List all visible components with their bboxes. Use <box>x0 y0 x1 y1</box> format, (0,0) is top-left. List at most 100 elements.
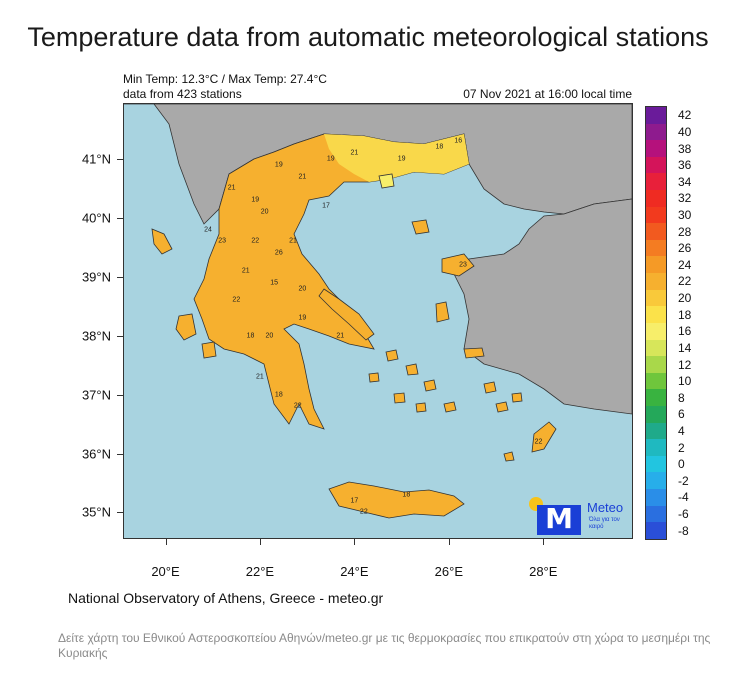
lat-tick <box>117 335 123 337</box>
lesvos-island <box>441 253 475 277</box>
temp-range-info: Min Temp: 12.3°C / Max Temp: 27.4°C data… <box>123 72 327 102</box>
station-value: 21 <box>227 184 236 192</box>
station-value: 22 <box>232 296 241 304</box>
station-value: 22 <box>359 508 368 516</box>
colorbar-label: -2 <box>678 473 689 488</box>
lon-tick <box>543 539 545 545</box>
colorbar-segment <box>646 306 666 323</box>
colorbar-segment <box>646 107 666 124</box>
samos-island <box>463 347 485 359</box>
logo-box <box>537 505 581 535</box>
lon-label: 28°E <box>529 564 558 579</box>
map-title: Temperature data from automatic meteorol… <box>27 22 709 52</box>
station-value: 21 <box>336 332 345 340</box>
lat-tick <box>117 512 123 514</box>
colorbar-segment <box>646 372 666 390</box>
lon-label: 22°E <box>245 564 275 579</box>
colorbar-segment <box>646 223 666 240</box>
lat-label: 40°N <box>81 210 111 226</box>
colorbar-label: 42 <box>678 108 692 123</box>
colorbar-segment <box>646 522 666 539</box>
colorbar-segment <box>646 505 666 523</box>
lat-tick <box>117 394 123 396</box>
limnos-island <box>411 219 430 235</box>
lat-tick <box>117 276 123 278</box>
colorbar-segment <box>646 289 666 307</box>
colorbar-label: 32 <box>678 191 692 206</box>
observation-datetime: 07 Nov 2021 at 16:00 local time <box>463 87 632 101</box>
temperature-colorbar <box>645 106 667 540</box>
station-value: 18 <box>246 332 255 340</box>
dodecanese-islands <box>483 381 523 462</box>
colorbar-label: -6 <box>678 507 689 522</box>
lon-tick <box>165 539 167 545</box>
lat-label: 41°N <box>81 151 111 167</box>
colorbar-segment <box>646 273 666 290</box>
zakynthos-island <box>201 341 217 359</box>
temperature-map <box>123 103 633 539</box>
crete-island <box>328 481 465 519</box>
colorbar-label: -4 <box>678 490 689 505</box>
colorbar-label: 24 <box>678 257 692 272</box>
station-value: 18 <box>274 391 283 399</box>
min-max-temp: Min Temp: 12.3°C / Max Temp: 27.4°C <box>123 72 327 86</box>
lon-tick <box>259 539 261 545</box>
lon-label: 20°E <box>151 564 180 579</box>
colorbar-label: 20 <box>678 291 692 306</box>
colorbar-label: 4 <box>678 424 685 438</box>
colorbar-segment <box>646 140 666 157</box>
colorbar-segment <box>646 322 666 340</box>
colorbar-label: 10 <box>678 374 692 389</box>
colorbar-segment <box>646 173 666 191</box>
colorbar-label: 30 <box>678 208 692 222</box>
colorbar-segment <box>646 239 666 257</box>
station-value: 23 <box>459 261 467 269</box>
colorbar-label: 28 <box>678 224 692 239</box>
colorbar-label: 34 <box>678 174 692 189</box>
lat-label: 36°N <box>81 446 111 462</box>
colorbar-segment <box>646 455 666 473</box>
station-value: 18 <box>435 143 444 151</box>
colorbar-label: 6 <box>678 407 685 422</box>
station-count: data from 423 stations <box>123 87 242 101</box>
station-value: 19 <box>274 161 283 169</box>
station-value: 20 <box>260 208 269 216</box>
station-value: 16 <box>454 137 463 145</box>
lat-label: 37°N <box>81 387 111 403</box>
colorbar-segment <box>646 190 666 207</box>
station-value: 20 <box>265 332 274 340</box>
station-value: 19 <box>298 314 307 322</box>
colorbar-segment <box>646 405 666 423</box>
station-value: 19 <box>326 155 335 163</box>
station-value: 22 <box>293 402 302 410</box>
colorbar-segment <box>646 489 666 506</box>
station-value: 21 <box>298 173 307 181</box>
station-value: 22 <box>534 438 543 446</box>
colorbar-segment <box>646 422 666 440</box>
colorbar-label: 12 <box>678 357 692 372</box>
euboea-island <box>318 288 375 341</box>
turkey-land <box>453 198 632 415</box>
lon-tick <box>448 539 450 545</box>
logo-m-glyph: M <box>545 502 573 535</box>
corfu-island <box>151 228 173 255</box>
source-credit: National Observatory of Athens, Greece -… <box>68 590 384 606</box>
colorbar-segment <box>646 123 666 141</box>
colorbar-label: 26 <box>678 241 692 256</box>
station-value: 24 <box>204 226 212 234</box>
rhodes-island <box>531 421 557 453</box>
station-value: 21 <box>289 237 297 245</box>
colorbar-segment <box>646 256 666 274</box>
image-caption: Δείτε χάρτη του Εθνικού Αστεροσκοπείου Α… <box>58 631 711 660</box>
colorbar-label: 22 <box>678 274 692 289</box>
colorbar-label: 2 <box>678 440 685 455</box>
greece-north-mild <box>324 134 469 182</box>
station-value: 21 <box>350 149 359 157</box>
station-value: 21 <box>256 373 264 381</box>
station-value: 17 <box>350 497 359 505</box>
station-value: 18 <box>402 491 411 499</box>
chios-island <box>435 301 450 323</box>
colorbar-segment <box>646 356 666 373</box>
station-value: 19 <box>251 196 260 204</box>
lat-label: 35°N <box>81 504 111 520</box>
